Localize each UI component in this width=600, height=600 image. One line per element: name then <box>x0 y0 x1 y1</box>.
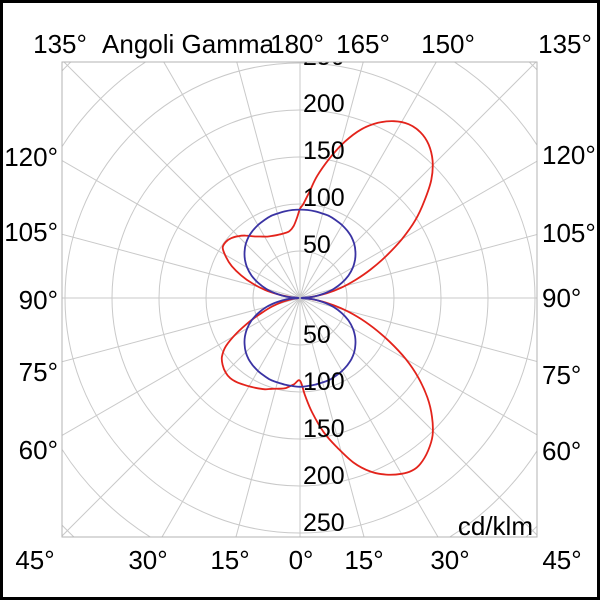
gamma-angle-label: 105° <box>542 218 596 248</box>
polar-grid-circle <box>158 156 442 440</box>
gamma-angle-label: 60° <box>542 436 581 466</box>
gamma-angle-label: 120° <box>542 140 596 170</box>
unit-label: cd/klm <box>458 511 533 541</box>
gamma-angle-label: 90° <box>19 285 58 315</box>
gamma-angle-label: 135° <box>538 29 592 59</box>
gamma-angle-label: 75° <box>542 360 581 390</box>
gamma-angle-label: 150° <box>421 29 475 59</box>
radial-tick-label: 150 <box>303 415 345 443</box>
gamma-angle-label: 120° <box>4 142 58 172</box>
polar-grid-line <box>299 297 537 536</box>
gamma-angle-label: 15° <box>344 545 383 575</box>
polar-grid-line <box>161 297 301 537</box>
radial-tick-label: 100 <box>303 368 345 396</box>
radial-tick-label: 250 <box>303 43 345 71</box>
plot-frame <box>61 61 538 538</box>
polar-grid-line <box>163 62 301 299</box>
intensity-curve-blue <box>243 208 357 388</box>
polar-grid-circle <box>64 62 536 534</box>
radial-tick-label: 100 <box>303 184 345 212</box>
gamma-angle-label: 30° <box>430 545 469 575</box>
gamma-angle-label: 30° <box>128 545 167 575</box>
radial-tick-label: 200 <box>303 462 345 490</box>
polar-grid-line <box>62 297 301 537</box>
polar-grid-line <box>299 62 437 299</box>
polar-grid-line <box>62 297 301 363</box>
gamma-angle-label: 45° <box>542 545 581 575</box>
polar-grid-line <box>62 160 301 299</box>
gamma-angle-label: 180° <box>270 29 324 59</box>
polar-grid-line <box>62 233 301 299</box>
polar-grid-line <box>299 297 439 537</box>
radial-tick-label: 50 <box>303 321 331 349</box>
chart-title: Angoli Gamma <box>102 29 274 59</box>
polar-grid-circle <box>252 250 348 346</box>
gamma-angle-label: 75° <box>19 357 58 387</box>
radial-tick-label: 150 <box>303 137 345 165</box>
intensity-curve-red <box>220 120 434 476</box>
polar-grid-line <box>235 297 301 537</box>
polar-grid-line <box>299 160 537 299</box>
radial-tick-labels: 50 50 100 100 150 150 200 200 250 250 <box>303 43 345 537</box>
radial-tick-label: 50 <box>303 231 331 259</box>
intensity-curves <box>220 120 434 476</box>
polar-grid-circle <box>205 203 395 393</box>
polar-grid-line <box>299 62 364 299</box>
polar-grid-line <box>299 297 537 436</box>
polar-grid-line <box>62 297 301 436</box>
gamma-angle-label: 45° <box>15 545 54 575</box>
polar-grid-line <box>299 233 537 299</box>
gamma-angle-label: 0° <box>289 545 314 575</box>
polar-grid-circle <box>111 109 489 487</box>
gamma-angle-label: 90° <box>542 283 581 313</box>
radial-tick-label: 250 <box>303 509 345 537</box>
polar-grid-line <box>299 297 537 363</box>
gamma-angle-labels: 135° 180° 165° 150° 135° 45° 30° 15° 0° 15° 30° 45°… <box>4 29 596 575</box>
radial-tick-label: 200 <box>303 90 345 118</box>
gamma-angle-label: 135° <box>33 29 87 59</box>
polar-grid-line <box>299 297 365 537</box>
gamma-angle-label: 15° <box>210 545 249 575</box>
gamma-angle-label: 165° <box>336 29 390 59</box>
gamma-angle-label: 105° <box>4 217 58 247</box>
gamma-angle-label: 60° <box>19 435 58 465</box>
